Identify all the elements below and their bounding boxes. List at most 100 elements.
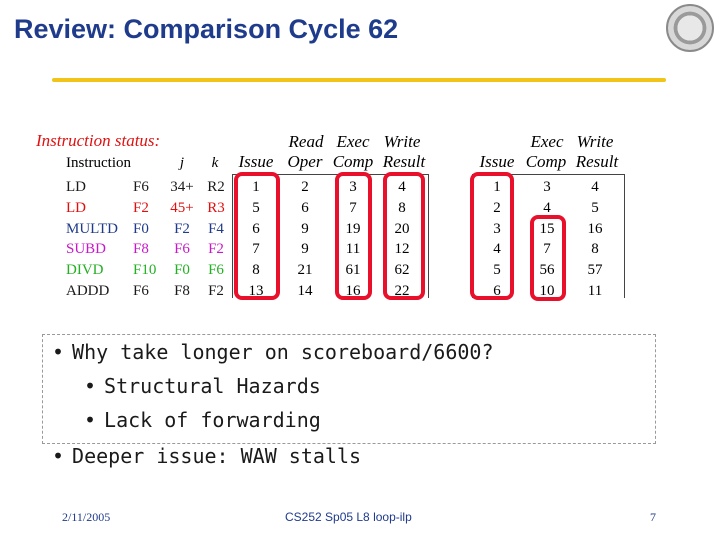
tomasulo-cycle-cell: 2 (493, 199, 501, 216)
scoreboard-cycle-cell: 20 (394, 220, 410, 237)
scoreboard-cycle-cell: 62 (394, 262, 410, 279)
tomasulo-cycle-cell: 11 (587, 283, 603, 299)
header-instruction: Instruction (66, 155, 131, 171)
instruction-opcode: MULTD (66, 220, 118, 237)
tomasulo-cycle-cell: 5 (493, 262, 501, 279)
title-underline (52, 78, 666, 82)
table-rule (232, 174, 428, 175)
scoreboard-cycle-cell: 4 (398, 179, 406, 195)
scoreboard-cycle-cell: 19 (345, 220, 361, 237)
bullet-2-text: Structural Hazards (104, 374, 321, 398)
write-highlight-box (383, 172, 425, 300)
instruction-status-table: Instruction status: Read Exec Write Exec… (36, 128, 626, 300)
header-write: Write (383, 132, 421, 151)
scoreboard-cycle-cell: 1 (252, 179, 260, 195)
instruction-j: 45+ (170, 199, 194, 216)
scoreboard-cycle-cell: 21 (297, 262, 313, 279)
tomasulo-cycle-cell: 7 (543, 241, 551, 258)
instruction-j: F2 (174, 220, 190, 237)
instruction-j: F8 (174, 283, 190, 299)
tomasulo-cycle-cell: 3 (493, 220, 501, 237)
tomasulo-cycle-cell: 10 (539, 283, 555, 299)
tomasulo-cycle-cell: 4 (591, 179, 599, 195)
bullet-4: • Deeper issue: WAW stalls (52, 444, 362, 468)
instruction-opcode: ADDD (66, 283, 110, 299)
table-rule (428, 174, 429, 298)
instruction-k: F6 (208, 262, 224, 279)
tomasulo-cycle-cell: 15 (539, 220, 555, 237)
scoreboard-cycle-cell: 16 (345, 283, 361, 299)
scoreboard-cycle-cell: 9 (301, 241, 309, 258)
tomasulo-issue-highlight-box (470, 172, 514, 300)
tomasulo-cycle-cell: 6 (493, 283, 501, 299)
instruction-j: F6 (174, 241, 190, 258)
instruction-dest: F2 (133, 199, 149, 216)
instruction-dest: F6 (133, 283, 149, 299)
instruction-k: F4 (208, 220, 224, 237)
header-read: Read (288, 132, 324, 151)
scoreboard-cycle-cell: 22 (394, 283, 410, 299)
instruction-dest: F0 (133, 220, 149, 237)
scoreboard-cycle-cell: 7 (252, 241, 260, 258)
instruction-k: F2 (208, 283, 224, 299)
scoreboard-cycle-cell: 12 (394, 241, 410, 258)
footer-course: CS252 Sp05 L8 loop-ilp (285, 510, 412, 524)
bullet-2: • Structural Hazards (84, 374, 321, 398)
tomasulo-cycle-cell: 4 (493, 241, 501, 258)
scoreboard-cycle-cell: 3 (349, 179, 357, 195)
instruction-k: R3 (207, 199, 225, 216)
issue-highlight-box (234, 172, 280, 300)
instruction-opcode: DIVD (66, 262, 104, 279)
table-rule (624, 174, 625, 298)
scoreboard-cycle-cell: 8 (252, 262, 260, 279)
header-write-tomasulo: Write (576, 132, 614, 151)
header-issue: Issue (238, 152, 274, 171)
footer-page-number: 7 (650, 510, 656, 524)
bullet-3-text: Lack of forwarding (104, 408, 321, 432)
instruction-k: R2 (207, 179, 225, 195)
bullet-1-text: Why take longer on scoreboard/6600? (72, 340, 494, 364)
header-comp: Comp (332, 152, 374, 171)
tomasulo-cycle-cell: 1 (493, 179, 501, 195)
scoreboard-cycle-cell: 2 (301, 179, 309, 195)
table-caption: Instruction status: (36, 131, 161, 150)
tomasulo-cycle-cell: 57 (587, 262, 603, 279)
header-exec-tomasulo: Exec (530, 132, 564, 151)
scoreboard-cycle-cell: 7 (349, 199, 357, 216)
header-j: j (179, 155, 185, 171)
footer-date: 2/11/2005 (62, 510, 111, 524)
header-result-tomasulo: Result (575, 152, 619, 171)
tomasulo-cycle-cell: 3 (543, 179, 551, 195)
header-exec: Exec (336, 132, 370, 151)
exec-highlight-box (335, 172, 372, 300)
tomasulo-exec-highlight-box (530, 215, 566, 301)
scoreboard-cycle-cell: 5 (252, 199, 260, 216)
scoreboard-cycle-cell: 11 (345, 241, 361, 258)
tomasulo-cycle-cell: 5 (591, 199, 599, 216)
instruction-j: 34+ (170, 179, 194, 195)
instruction-dest: F6 (133, 179, 149, 195)
bullet-3: • Lack of forwarding (84, 408, 321, 432)
header-k: k (211, 155, 219, 171)
bullet-1: • Why take longer on scoreboard/6600? (52, 340, 494, 364)
scoreboard-cycle-cell: 61 (345, 262, 361, 279)
scoreboard-cycle-cell: 14 (297, 283, 313, 299)
scoreboard-cycle-cell: 6 (301, 199, 309, 216)
bullet-4-text: Deeper issue: WAW stalls (72, 444, 362, 468)
table-rule (472, 174, 624, 175)
scoreboard-cycle-cell: 6 (252, 220, 260, 237)
instruction-opcode: SUBD (66, 241, 107, 258)
university-seal-icon (666, 4, 714, 52)
instruction-opcode: LD (66, 199, 86, 216)
scoreboard-cycle-cell: 9 (301, 220, 309, 237)
instruction-j: F0 (174, 262, 190, 279)
tomasulo-cycle-cell: 4 (543, 199, 551, 216)
header-comp-tomasulo: Comp (525, 152, 567, 171)
tomasulo-cycle-cell: 56 (539, 262, 555, 279)
header-result: Result (382, 152, 426, 171)
scoreboard-cycle-cell: 8 (398, 199, 406, 216)
slide-title: Review: Comparison Cycle 62 (14, 14, 399, 44)
instruction-dest: F8 (133, 241, 149, 258)
instruction-k: F2 (208, 241, 224, 258)
scoreboard-cycle-cell: 13 (248, 283, 264, 299)
